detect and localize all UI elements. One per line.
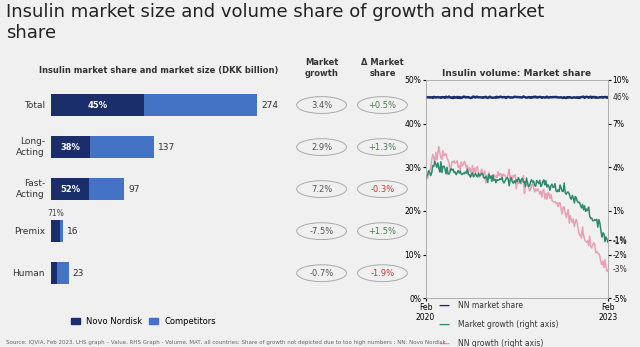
Text: 274: 274 bbox=[261, 101, 278, 110]
Text: -7.5%: -7.5% bbox=[310, 227, 333, 236]
Text: +1.3%: +1.3% bbox=[369, 143, 396, 152]
Text: 45%: 45% bbox=[88, 101, 108, 110]
Text: -1%: -1% bbox=[612, 236, 627, 245]
Bar bbox=[51, 262, 57, 284]
Text: Source: IQVIA, Feb 2023. LHS graph – Value, RHS Graph - Volume, MAT, all countri: Source: IQVIA, Feb 2023. LHS graph – Val… bbox=[6, 340, 446, 345]
Text: 71%: 71% bbox=[47, 209, 64, 218]
Text: 52%: 52% bbox=[60, 185, 80, 194]
Text: Premix: Premix bbox=[14, 227, 45, 236]
Text: Market
growth: Market growth bbox=[305, 58, 339, 78]
Text: Human: Human bbox=[13, 269, 45, 278]
Text: —: — bbox=[438, 339, 449, 347]
Text: Δ Market
share: Δ Market share bbox=[361, 58, 404, 78]
Text: 97: 97 bbox=[128, 185, 140, 194]
Text: Insulin market share and market size (DKK billion): Insulin market share and market size (DK… bbox=[38, 66, 278, 75]
Title: Insulin volume: Market share: Insulin volume: Market share bbox=[442, 69, 591, 78]
Text: -0.7%: -0.7% bbox=[310, 269, 333, 278]
Text: -3%: -3% bbox=[612, 265, 627, 274]
Text: 2.9%: 2.9% bbox=[311, 143, 332, 152]
Text: 7.2%: 7.2% bbox=[311, 185, 332, 194]
Bar bbox=[89, 178, 124, 200]
Text: Long-
Acting: Long- Acting bbox=[16, 137, 45, 157]
Text: +0.5%: +0.5% bbox=[369, 101, 396, 110]
Bar bbox=[57, 262, 68, 284]
Text: 46%: 46% bbox=[612, 93, 629, 102]
Text: +1.5%: +1.5% bbox=[369, 227, 396, 236]
Bar bbox=[60, 220, 63, 242]
Text: 16: 16 bbox=[67, 227, 79, 236]
Text: —: — bbox=[438, 301, 449, 310]
Text: Market growth (right axis): Market growth (right axis) bbox=[458, 320, 558, 329]
Text: Insulin market size and volume share of growth and market
share: Insulin market size and volume share of … bbox=[6, 3, 545, 42]
Bar bbox=[51, 94, 144, 116]
Text: NN growth (right axis): NN growth (right axis) bbox=[458, 339, 543, 347]
Text: 38%: 38% bbox=[61, 143, 81, 152]
Text: —: — bbox=[438, 320, 449, 329]
Text: Fast-
Acting: Fast- Acting bbox=[16, 179, 45, 199]
Text: 137: 137 bbox=[158, 143, 175, 152]
Text: Total: Total bbox=[24, 101, 45, 110]
Bar bbox=[51, 178, 89, 200]
Text: -0.3%: -0.3% bbox=[371, 185, 394, 194]
Text: 23: 23 bbox=[72, 269, 84, 278]
Bar bbox=[51, 136, 90, 158]
Bar bbox=[90, 136, 154, 158]
Text: NN market share: NN market share bbox=[458, 301, 523, 310]
Text: -1.9%: -1.9% bbox=[371, 269, 394, 278]
Bar bbox=[51, 220, 60, 242]
Legend: Novo Nordisk, Competitors: Novo Nordisk, Competitors bbox=[68, 314, 219, 329]
Bar bbox=[144, 94, 257, 116]
Text: 3.4%: 3.4% bbox=[311, 101, 332, 110]
